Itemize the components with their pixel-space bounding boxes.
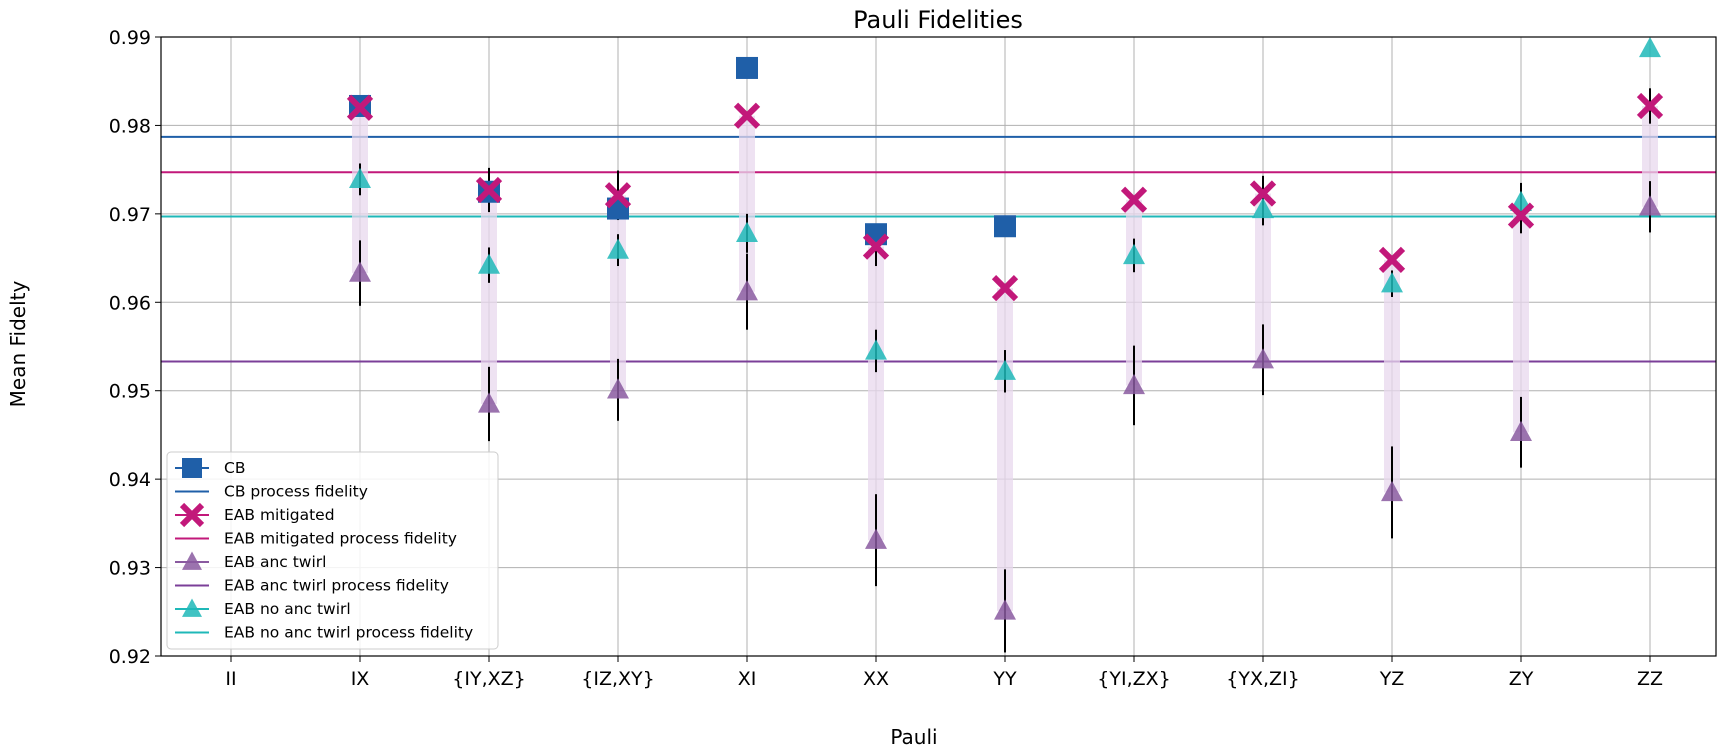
- eab-mitigated-marker: [179, 502, 205, 528]
- triangle-marker: [349, 261, 371, 282]
- marker-stroke: [733, 102, 761, 129]
- mitigation-range-bar: [1255, 193, 1271, 360]
- eab-mitigated-marker: [475, 176, 503, 204]
- triangle-marker: [1252, 348, 1274, 369]
- triangle-marker: [865, 339, 887, 360]
- data-markers: [346, 36, 1664, 653]
- triangle-marker: [1123, 373, 1145, 395]
- triangle-marker: [607, 238, 629, 259]
- triangle-marker: [1639, 36, 1661, 58]
- x-tick-label: {IZ,XY}: [581, 668, 654, 690]
- triangle-marker: [182, 551, 202, 570]
- y-tick-label: 0.95: [109, 381, 151, 403]
- mitigation-range-bar: [739, 115, 755, 292]
- mitigation-range-bar: [1513, 215, 1529, 433]
- marker-stroke: [1249, 180, 1277, 207]
- y-tick-label: 0.94: [109, 469, 151, 491]
- triangle-marker: [865, 528, 887, 549]
- y-tick-label: 0.97: [109, 204, 151, 226]
- cb-marker: [994, 215, 1016, 238]
- triangle-marker: [1252, 197, 1274, 219]
- y-tick-label: 0.99: [109, 27, 151, 49]
- cb-marker: [182, 458, 202, 478]
- triangle-marker: [478, 253, 500, 274]
- x-tick-label: ZZ: [1637, 668, 1663, 690]
- marker-stroke: [1507, 202, 1535, 229]
- eab-mitigated-marker: [604, 182, 632, 209]
- marker-stroke: [862, 233, 890, 260]
- mitigation-range-bar: [1126, 199, 1142, 386]
- legend-entry-label: CB: [224, 459, 245, 477]
- y-tick-label: 0.92: [109, 646, 151, 668]
- triangle-marker: [1123, 243, 1145, 265]
- legend-entry-label: EAB mitigated process fidelity: [224, 530, 457, 548]
- triangle-marker: [994, 359, 1016, 380]
- x-tick-label: XI: [738, 668, 757, 690]
- legend-box: [166, 451, 499, 650]
- mitigation-range-bar: [868, 246, 884, 541]
- triangle-marker: [736, 221, 758, 242]
- marker-stroke: [346, 94, 374, 121]
- cb-marker: [736, 56, 758, 79]
- eab-mitigated-marker: [1636, 92, 1664, 120]
- marker-stroke: [475, 176, 503, 204]
- x-tick-label: {YX,ZI}: [1226, 668, 1299, 690]
- eab-mitigated-marker: [1249, 180, 1277, 207]
- triangle-marker: [994, 599, 1016, 620]
- mitigation-range-bar: [481, 189, 497, 404]
- triangle-marker: [182, 598, 202, 617]
- legend-entry-label: EAB anc twirl process fidelity: [224, 577, 449, 595]
- eab-mitigated-marker: [1378, 246, 1406, 273]
- mitigation-range-bar: [1642, 105, 1658, 207]
- legend-entry-label: EAB anc twirl: [224, 553, 326, 571]
- process-fidelity-lines: [161, 135, 1716, 363]
- y-tick-label: 0.93: [109, 558, 151, 580]
- legend-entry-label: EAB no anc twirl: [224, 600, 351, 618]
- marker-stroke: [1636, 92, 1664, 120]
- plot-frame: [160, 36, 1717, 657]
- x-tick-label: XX: [863, 668, 889, 690]
- eab-mitigated-marker: [1507, 202, 1535, 229]
- marker-stroke: [1120, 186, 1148, 213]
- axes: II IX {IY,XZ} {IZ,XY} XI XX YY {YI,ZX} {YX,ZI} YZ…: [109, 27, 1663, 690]
- x-tick-label: YY: [992, 668, 1017, 690]
- legend-entry-label: EAB mitigated: [224, 506, 335, 524]
- x-tick-label: {IY,XZ}: [452, 668, 525, 690]
- x-tick-label: {YI,ZX}: [1097, 668, 1170, 690]
- mitigation-range-bar: [997, 288, 1013, 611]
- eab-mitigated-marker: [991, 275, 1019, 302]
- x-tick-label: IX: [351, 668, 370, 690]
- eab-mitigated-marker: [346, 94, 374, 121]
- x-tick-label: YZ: [1379, 668, 1405, 690]
- marker-stroke: [991, 275, 1019, 302]
- legend-entry-label: EAB no anc twirl process fidelity: [224, 624, 473, 642]
- legend-entry-label: CB process fidelity: [224, 483, 368, 501]
- y-tick-label: 0.96: [109, 292, 151, 314]
- x-tick-label: II: [225, 668, 236, 690]
- x-axis-label: Pauli: [890, 725, 937, 749]
- marker-stroke: [604, 182, 632, 209]
- y-tick-label: 0.98: [109, 115, 151, 137]
- eab-mitigated-marker: [862, 233, 890, 260]
- mitigation-range-bar: [1384, 259, 1400, 493]
- triangle-marker: [1381, 480, 1403, 502]
- marker-stroke: [1378, 246, 1406, 273]
- chart-title: Pauli Fidelities: [853, 6, 1023, 34]
- marker-stroke: [179, 502, 205, 528]
- triangle-marker: [349, 167, 371, 189]
- eab-mitigated-marker: [733, 102, 761, 129]
- legend: CB CB process fidelity EAB mitigated EAB mi…: [166, 451, 499, 650]
- y-axis-label: Mean Fidelty: [6, 280, 30, 407]
- triangle-marker: [736, 280, 758, 301]
- triangle-marker: [607, 378, 629, 399]
- eab-mitigated-marker: [1120, 186, 1148, 213]
- triangle-marker: [1510, 420, 1532, 441]
- triangle-marker: [1381, 272, 1403, 293]
- mitigation-range-bar: [610, 195, 626, 390]
- x-tick-label: ZY: [1509, 668, 1534, 690]
- triangle-marker: [1639, 195, 1661, 216]
- triangle-marker: [478, 392, 500, 413]
